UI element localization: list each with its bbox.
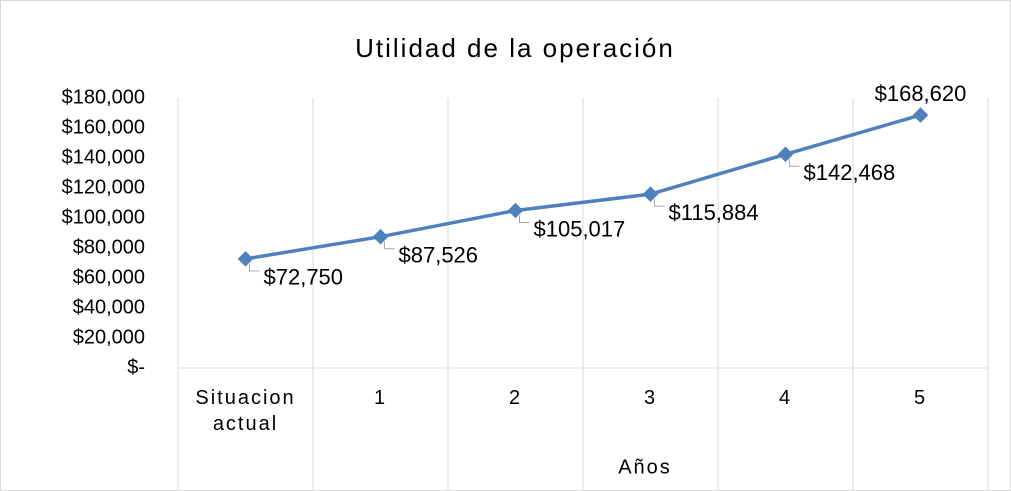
- leader-line: [654, 199, 665, 207]
- x-tick-label: 3: [643, 387, 658, 409]
- leader-line: [789, 159, 800, 167]
- y-tick-label: $20,000: [73, 326, 145, 348]
- x-tick-label: 4: [778, 387, 793, 409]
- data-label: $115,884: [669, 200, 759, 225]
- data-label: $87,526: [399, 243, 479, 268]
- leader-line: [249, 263, 260, 272]
- point-marker: [237, 251, 254, 267]
- y-tick-label: $40,000: [73, 296, 145, 318]
- x-tick-label-box: 3: [643, 387, 658, 409]
- x-tick-label-box: 5: [913, 387, 928, 409]
- y-tick-label: $60,000: [73, 266, 145, 288]
- leader-line: [519, 215, 530, 223]
- point-marker: [507, 202, 524, 219]
- data-label: $105,017: [534, 216, 626, 241]
- x-axis-title: Años: [618, 456, 672, 478]
- line: [245, 113, 921, 261]
- data-label: $142,468: [804, 160, 896, 185]
- data-label: $168,620: [875, 81, 967, 106]
- leader-line: [384, 241, 395, 250]
- y-tick-label: $-: [127, 356, 145, 378]
- y-tick-label: $160,000: [62, 116, 145, 138]
- x-tick-label-box: 4: [778, 387, 793, 409]
- x-tick-label-box: 1: [373, 387, 388, 409]
- y-tick-label: $100,000: [62, 206, 145, 228]
- y-tick-label: $140,000: [62, 146, 145, 168]
- x-tick-label: 5: [913, 387, 928, 409]
- x-tick-label-box: Situacion actual: [195, 387, 296, 435]
- y-tick-label: $180,000: [62, 86, 145, 108]
- x-tick-label: 1: [373, 387, 388, 409]
- x-tick-label-box: 2: [508, 387, 523, 409]
- x-tick-label: 2: [508, 387, 523, 409]
- y-tick-label: $80,000: [73, 236, 145, 258]
- chart-title: Utilidad de la operación: [355, 33, 675, 63]
- point-marker: [372, 228, 389, 245]
- point-marker: [642, 186, 659, 202]
- point-marker: [777, 146, 794, 163]
- x-tick-label: Situacion actual: [195, 387, 296, 435]
- data-label: $72,750: [264, 265, 344, 290]
- y-tick-label: $120,000: [62, 176, 145, 198]
